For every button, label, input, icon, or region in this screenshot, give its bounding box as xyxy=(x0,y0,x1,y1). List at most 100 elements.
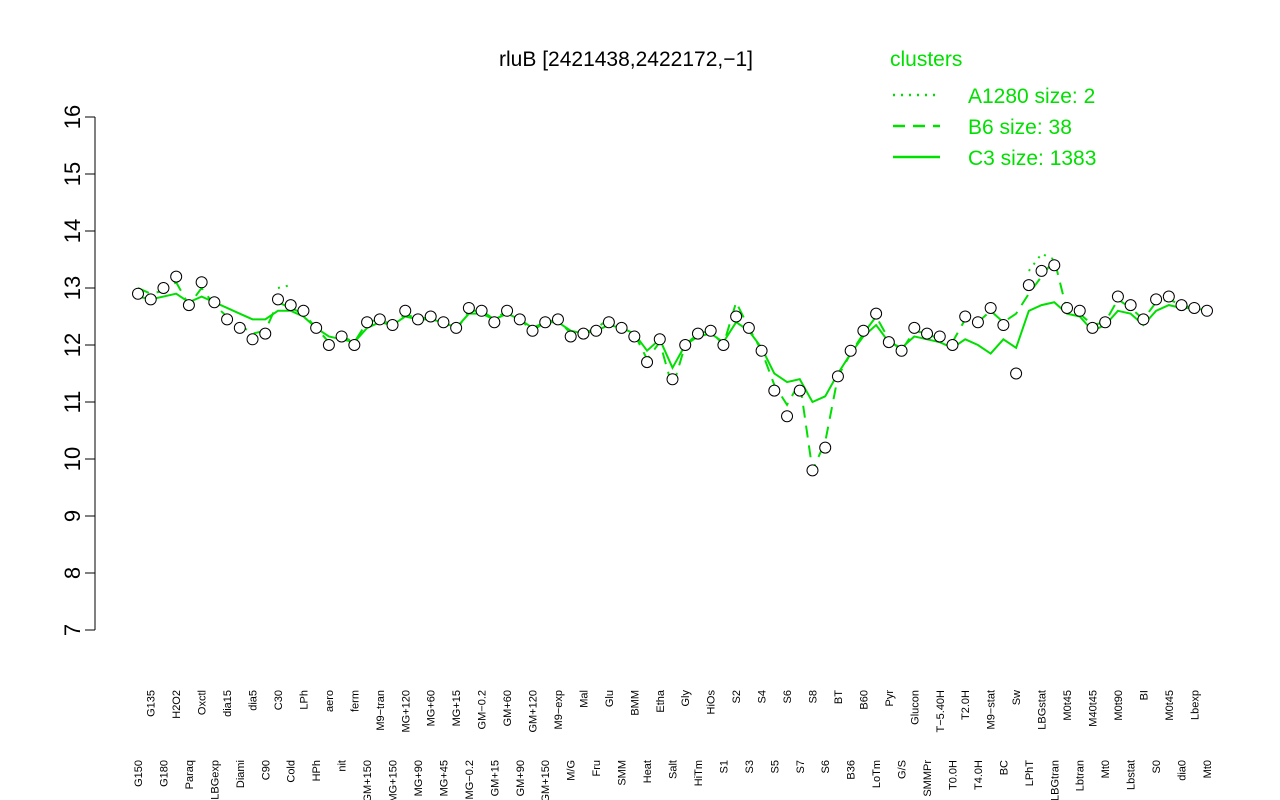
data-point xyxy=(1061,301,1074,314)
x-tick-label: HiOs xyxy=(706,690,718,715)
data-point xyxy=(971,316,984,329)
legend-label: B6 size: 38 xyxy=(968,116,1072,139)
data-point xyxy=(488,316,501,329)
x-tick-label: LoTm xyxy=(871,760,883,788)
x-tick-label: M40t45 xyxy=(1087,690,1099,727)
data-point xyxy=(1073,304,1086,317)
x-tick-label: Sw xyxy=(1011,690,1023,705)
data-point xyxy=(946,339,959,351)
y-tick-label: 15 xyxy=(60,162,85,186)
data-point xyxy=(819,441,832,454)
x-tick-label: T0.0H xyxy=(947,760,959,790)
x-tick-label: Glucon xyxy=(909,690,921,725)
x-tick-label: S0 xyxy=(1151,760,1163,773)
y-tick-label: 16 xyxy=(60,105,85,129)
data-point xyxy=(450,321,463,334)
x-tick-label: Gly xyxy=(680,690,692,707)
x-tick-label: ferm xyxy=(349,690,361,712)
x-tick-label: S1 xyxy=(718,760,730,773)
data-point xyxy=(1099,316,1112,329)
y-tick-label: 9 xyxy=(60,510,85,522)
x-tick-label: BT xyxy=(833,690,845,704)
x-tick-label: BC xyxy=(998,760,1010,775)
series-line xyxy=(137,257,1208,474)
x-tick-label: Lbstat xyxy=(1126,760,1138,790)
x-tick-label: MG−0.2 xyxy=(464,760,476,799)
x-tick-label: H2O2 xyxy=(171,690,183,719)
x-tick-label: T−5.40H xyxy=(935,690,947,733)
data-point xyxy=(921,327,934,340)
x-tick-label: Lbtran xyxy=(1075,760,1087,791)
data-point xyxy=(882,336,895,349)
data-point xyxy=(1086,321,1099,334)
x-tick-label: S8 xyxy=(807,690,819,703)
y-tick-label: 12 xyxy=(60,333,85,357)
data-point xyxy=(984,301,997,314)
data-point xyxy=(755,344,768,357)
x-tick-label: G/S xyxy=(897,760,909,779)
x-tick-label: Diami xyxy=(235,760,247,788)
legend-title: clusters xyxy=(890,48,962,71)
y-tick-label: 13 xyxy=(60,276,85,300)
data-point xyxy=(1048,259,1061,272)
x-tick-label: S3 xyxy=(744,760,756,773)
data-point xyxy=(399,304,412,317)
x-tick-label: Etha xyxy=(655,689,667,713)
data-point xyxy=(182,299,195,312)
x-tick-label: S4 xyxy=(757,690,769,703)
x-tick-label: M0t45 xyxy=(1062,690,1074,721)
y-tick-label: 10 xyxy=(60,447,85,471)
data-point xyxy=(144,293,157,306)
x-tick-label: MG+15 xyxy=(451,690,463,726)
x-tick-label: dia0 xyxy=(1177,760,1189,781)
data-point xyxy=(870,307,883,320)
y-tick-label: 11 xyxy=(60,391,85,414)
data-point xyxy=(322,339,335,351)
data-point xyxy=(170,270,183,283)
data-point xyxy=(259,327,272,340)
data-point xyxy=(590,324,603,337)
data-point xyxy=(221,313,234,326)
x-tick-label: M/G xyxy=(566,760,578,781)
x-tick-label: B60 xyxy=(858,690,870,710)
x-tick-label: MG+60 xyxy=(426,690,438,726)
data-point xyxy=(1137,313,1150,326)
data-point xyxy=(831,370,844,383)
data-point xyxy=(933,330,946,343)
x-tick-label: MG+120 xyxy=(400,690,412,733)
x-tick-label: MG+150 xyxy=(388,760,400,800)
x-tick-label: Mt0 xyxy=(1100,760,1112,778)
data-point xyxy=(1162,290,1175,303)
x-tick-label: G180 xyxy=(158,760,170,787)
x-tick-label: Cold xyxy=(286,760,298,783)
x-tick-label: MG+90 xyxy=(413,760,425,796)
x-tick-label: S2 xyxy=(731,690,743,703)
data-point xyxy=(1111,290,1124,303)
data-point xyxy=(717,339,730,351)
legend-label: A1280 size: 2 xyxy=(968,85,1095,108)
data-point xyxy=(424,310,437,323)
data-point xyxy=(653,333,666,346)
data-point xyxy=(768,384,781,397)
x-tick-label: Mt0 xyxy=(1202,760,1214,778)
x-tick-label: G150 xyxy=(133,760,145,787)
x-tick-label: S6 xyxy=(820,760,832,773)
x-tick-label: LBGstat xyxy=(1037,690,1049,730)
data-point xyxy=(513,313,526,326)
x-tick-label: C30 xyxy=(273,690,285,710)
data-point xyxy=(1035,264,1048,277)
x-tick-label: Lbexp xyxy=(1189,690,1201,720)
data-point xyxy=(1022,279,1035,292)
data-point xyxy=(704,324,717,337)
data-point xyxy=(997,319,1010,332)
y-tick-label: 8 xyxy=(60,567,85,579)
x-tick-label: Mal xyxy=(578,690,590,708)
x-tick-label: LPhT xyxy=(1024,760,1036,787)
x-tick-label: B36 xyxy=(846,760,858,780)
x-tick-label: M9−tran xyxy=(375,690,387,731)
data-point xyxy=(284,299,297,312)
x-tick-label: S7 xyxy=(795,760,807,773)
data-point xyxy=(781,410,794,423)
